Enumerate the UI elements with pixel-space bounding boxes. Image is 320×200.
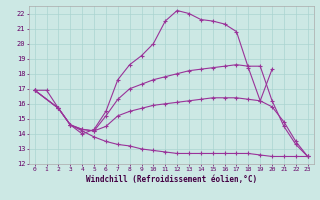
X-axis label: Windchill (Refroidissement éolien,°C): Windchill (Refroidissement éolien,°C) (86, 175, 257, 184)
